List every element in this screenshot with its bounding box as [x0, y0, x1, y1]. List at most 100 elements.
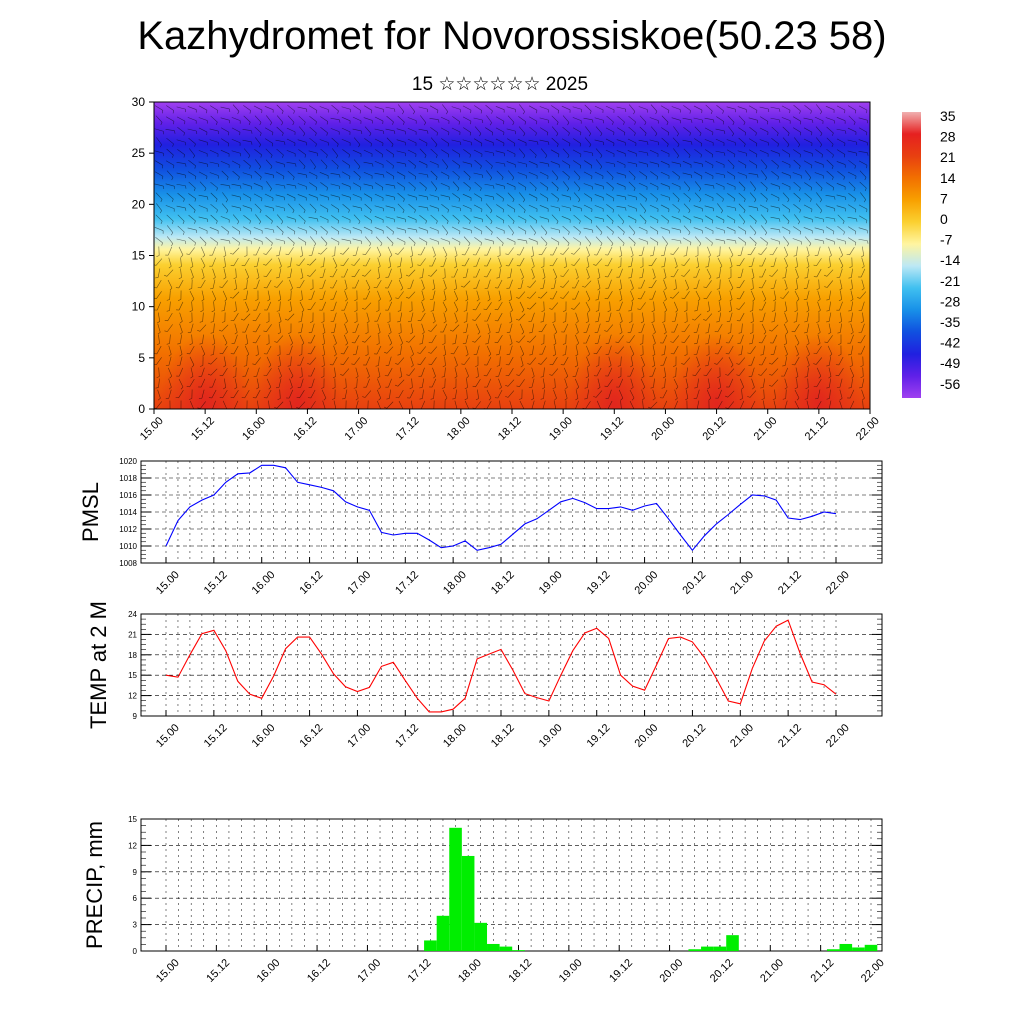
precip-bar [474, 922, 488, 951]
x-tick-label: 16.12 [297, 722, 325, 750]
x-tick-label: 20.12 [680, 569, 708, 597]
precip-bar [726, 935, 739, 951]
y-tick-label: 15 [128, 815, 137, 824]
precip-bar [864, 944, 878, 951]
y-tick-label: 15 [128, 671, 137, 680]
y-tick-label: 9 [133, 868, 138, 877]
x-tick-label: 16.00 [250, 722, 278, 750]
x-tick-label: 21.00 [758, 957, 786, 985]
x-tick-label: 21.12 [776, 722, 804, 750]
y-tick-label: 1008 [119, 559, 137, 568]
x-tick-label: 18.00 [441, 569, 469, 597]
colorbar: 35 28 21 14 7 0 -7 -14 -21 -28 -35 -42 -49 -56 [902, 108, 960, 398]
plot-frame [140, 613, 883, 717]
y-axis-title: PMSL [78, 482, 103, 542]
y-tick-label: 1014 [119, 508, 137, 517]
colorbar-label: -21 [940, 273, 960, 289]
precip-bar [436, 915, 450, 951]
x-tick-label: 20.00 [649, 415, 677, 443]
precip-bar [713, 946, 727, 951]
x-tick-label: 20.00 [632, 569, 660, 597]
precip-bar [499, 946, 513, 951]
y-tick-label: 9 [133, 712, 138, 721]
colorbar-gradient [902, 112, 921, 398]
x-tick-label: 20.00 [632, 722, 660, 750]
precip-bar [487, 943, 500, 951]
colorbar-label: -49 [940, 355, 960, 371]
x-tick-label: 19.12 [607, 957, 635, 985]
x-tick-label: 17.12 [394, 415, 422, 443]
colorbar-label: -56 [940, 376, 960, 392]
x-tick-label: 20.00 [657, 957, 685, 985]
y-tick-label: 1020 [119, 457, 137, 466]
y-tick-label: 0 [133, 947, 138, 956]
y-tick-label: 0 [138, 402, 145, 416]
colorbar-label: 21 [940, 149, 956, 165]
y-tick-label: 3 [133, 921, 138, 930]
colorbar-label: -14 [940, 252, 960, 268]
x-tick-label: 17.00 [355, 957, 383, 985]
x-tick-label: 21.00 [752, 415, 780, 443]
x-tick-label: 17.00 [345, 722, 373, 750]
x-tick-label: 18.12 [489, 569, 517, 597]
x-tick-label: 21.12 [809, 957, 837, 985]
x-tick-label: 18.00 [441, 722, 469, 750]
series-line [165, 619, 837, 713]
colorbar-label: -35 [940, 314, 960, 330]
y-tick-label: 6 [133, 894, 138, 903]
x-tick-label: 22.00 [859, 957, 887, 985]
precip-bar [826, 949, 840, 951]
x-tick-label: 16.12 [291, 415, 319, 443]
x-tick-label: 16.12 [305, 957, 333, 985]
y-tick-label: 1018 [119, 474, 137, 483]
x-tick-label: 16.00 [255, 957, 283, 985]
x-tick-label: 20.12 [700, 415, 728, 443]
y-tick-label: 1016 [119, 491, 137, 500]
y-tick-label: 10 [132, 300, 146, 314]
x-tick-label: 17.12 [406, 957, 434, 985]
precip-bar [512, 950, 525, 951]
y-tick-label: 1010 [119, 542, 137, 551]
x-tick-label: 15.12 [202, 569, 230, 597]
colorbar-label: -42 [940, 335, 960, 351]
x-tick-label: 15.00 [138, 415, 166, 443]
x-tick-label: 19.00 [547, 415, 575, 443]
precip-bar [839, 943, 853, 951]
x-tick-label: 20.12 [708, 957, 736, 985]
x-tick-label: 22.00 [854, 415, 882, 443]
y-tick-label: 5 [138, 351, 145, 365]
x-tick-label: 19.12 [598, 415, 626, 443]
x-tick-label: 21.12 [776, 569, 804, 597]
x-tick-label: 18.12 [489, 722, 517, 750]
x-tick-label: 22.00 [824, 569, 852, 597]
x-tick-label: 15.12 [189, 415, 217, 443]
colorbar-label: -7 [940, 232, 953, 248]
y-tick-label: 25 [132, 146, 146, 160]
x-tick-label: 15.00 [154, 722, 182, 750]
precip-bar [688, 949, 702, 951]
chart-title: Kazhydromet for Novorossiskoe(50.23 58) [137, 14, 887, 58]
x-tick-label: 15.00 [154, 957, 182, 985]
warm-core-2 [569, 334, 660, 409]
x-tick-label: 17.12 [393, 722, 421, 750]
x-tick-label: 20.12 [680, 722, 708, 750]
plot-frame [140, 460, 883, 564]
precip-bar [461, 855, 475, 951]
x-tick-label: 19.00 [537, 722, 565, 750]
x-tick-label: 19.12 [585, 722, 613, 750]
y-tick-label: 20 [132, 197, 146, 211]
x-tick-label: 15.12 [202, 722, 230, 750]
x-tick-label: 18.12 [496, 415, 524, 443]
warm-core-1 [252, 334, 343, 409]
x-tick-label: 15.00 [154, 569, 182, 597]
colorbar-label: 7 [940, 190, 948, 206]
y-tick-label: 12 [128, 841, 137, 850]
x-tick-label: 19.00 [557, 957, 585, 985]
x-tick-label: 18.12 [506, 957, 534, 985]
warm-core-0 [160, 334, 251, 409]
colorbar-label: -28 [940, 293, 960, 309]
colorbar-label: 0 [940, 211, 948, 227]
warm-core-4 [773, 334, 864, 409]
pmsl-panel: 1008 1010 1012 1014 1016 1018 1020 15.00 15.12 16… [78, 457, 883, 597]
